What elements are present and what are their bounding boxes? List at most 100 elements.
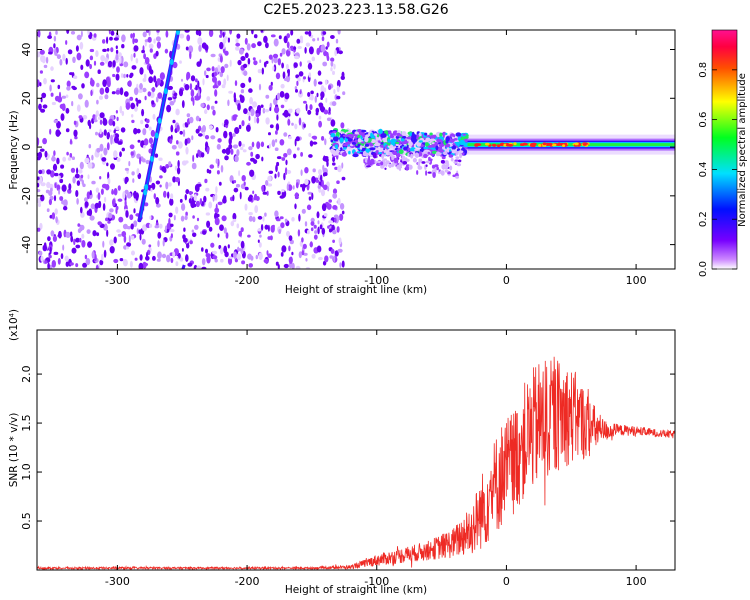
noise-blob (124, 200, 127, 207)
noise-blob (195, 78, 198, 83)
noise-blob (202, 131, 205, 137)
noise-blob (288, 256, 293, 264)
colorbar-tick-label: 0.8 (698, 62, 709, 78)
band-blob (375, 138, 380, 141)
noise-blob (307, 109, 312, 115)
noise-blob (115, 126, 120, 131)
noise-blob (53, 35, 57, 42)
noise-blob (105, 86, 110, 94)
noise-blob (56, 157, 60, 165)
noise-blob (168, 212, 173, 218)
noise-blob (235, 42, 241, 47)
noise-blob (286, 183, 289, 191)
band-blob (418, 140, 423, 143)
noise-blob (67, 157, 72, 161)
noise-blob (334, 217, 337, 223)
snr-y-label: SNR (10 * v/v) (8, 413, 20, 488)
noise-blob (119, 105, 123, 114)
noise-blob (131, 171, 135, 176)
band-peak (562, 144, 566, 148)
noise-blob (40, 255, 44, 262)
noise-blob (341, 71, 345, 78)
noise-blob (214, 217, 220, 226)
noise-blob (187, 262, 193, 267)
noise-blob (332, 239, 335, 243)
noise-blob (102, 240, 105, 248)
noise-blob (254, 193, 258, 200)
noise-blob (272, 65, 275, 72)
noise-blob (260, 224, 264, 231)
noise-blob (278, 229, 282, 234)
noise-blob (301, 237, 304, 243)
noise-blob (226, 74, 229, 82)
noise-blob (312, 141, 318, 145)
noise-blob (159, 184, 162, 188)
y-tick-label: -40 (20, 236, 33, 254)
noise-blob (172, 90, 175, 94)
band-blob (339, 137, 344, 143)
band-tail-blob (372, 152, 377, 159)
snr-panel: -300 -200 -100 0 100 0.5 1.0 1.5 2.0 Height of … (8, 309, 676, 596)
noise-blob (291, 217, 295, 222)
noise-blob (263, 61, 267, 68)
noise-blob (210, 105, 215, 110)
noise-blob (99, 128, 102, 135)
noise-blob (265, 94, 270, 99)
band-tail-blob (388, 151, 393, 156)
noise-blob (280, 104, 285, 109)
noise-blob (328, 220, 333, 224)
band-blob (370, 132, 373, 138)
noise-blob (135, 194, 139, 201)
noise-blob (248, 115, 251, 122)
noise-blob (190, 89, 195, 98)
noise-blob (283, 77, 288, 82)
noise-blob (153, 75, 157, 83)
band-blob (369, 143, 374, 147)
noise-blob (279, 195, 285, 199)
noise-blob (247, 196, 253, 202)
noise-blob (103, 147, 108, 156)
noise-blob (251, 141, 255, 148)
noise-blob (141, 49, 146, 54)
y-tick-label: 20 (20, 91, 33, 105)
noise-blob (253, 116, 257, 124)
noise-blob (263, 35, 268, 44)
noise-blob (274, 173, 277, 179)
noise-blob (175, 261, 179, 267)
noise-blob (264, 224, 269, 230)
noise-blob (153, 38, 156, 44)
noise-blob (310, 94, 314, 101)
noise-blob (141, 158, 146, 163)
band-tail-blob (432, 172, 436, 178)
noise-blob (140, 119, 144, 125)
noise-blob (246, 161, 251, 166)
band-tail-blob (407, 153, 410, 157)
snr-plot-area (37, 330, 675, 570)
noise-blob (314, 95, 317, 103)
noise-blob (66, 30, 70, 34)
noise-blob (334, 166, 338, 170)
noise-blob (130, 53, 133, 62)
noise-blob (82, 115, 88, 120)
noise-blob (91, 180, 96, 185)
noise-blob (309, 104, 313, 111)
noise-blob (309, 140, 314, 147)
noise-blob (257, 69, 262, 74)
noise-blob (155, 180, 161, 185)
noise-blob (318, 120, 322, 128)
noise-blob (326, 51, 329, 59)
noise-blob (87, 162, 93, 169)
band-blob (390, 138, 397, 145)
noise-blob (80, 64, 84, 71)
noise-blob (178, 252, 181, 259)
band-blob (332, 136, 339, 142)
band-blob (425, 137, 431, 142)
noise-blob (89, 123, 92, 130)
noise-blob (121, 231, 127, 237)
noise-blob (300, 38, 304, 42)
noise-blob (71, 85, 76, 89)
noise-blob (319, 104, 324, 112)
noise-blob (119, 87, 124, 96)
noise-blob (286, 170, 292, 174)
noise-blob (287, 70, 290, 77)
